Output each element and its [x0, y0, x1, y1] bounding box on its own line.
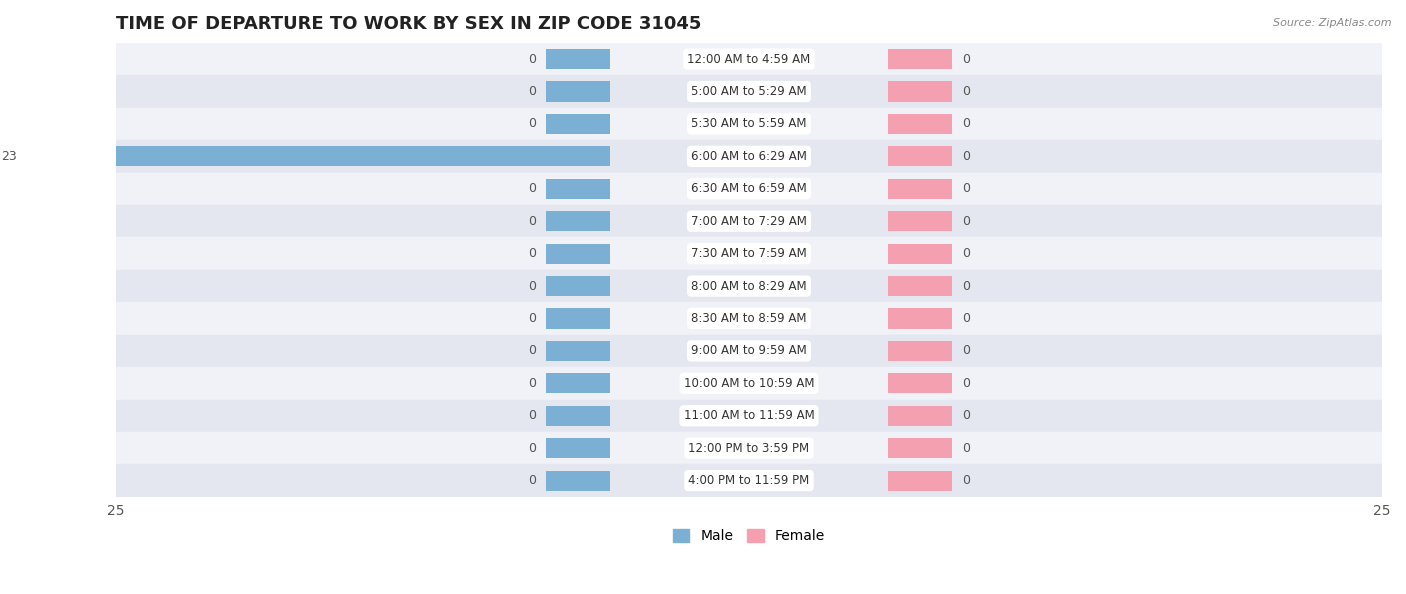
Bar	[547, 244, 610, 264]
Bar	[115, 140, 1382, 173]
Text: 5:00 AM to 5:29 AM: 5:00 AM to 5:29 AM	[692, 85, 807, 98]
Legend: Male, Female: Male, Female	[666, 524, 831, 549]
Text: 7:30 AM to 7:59 AM: 7:30 AM to 7:59 AM	[692, 247, 807, 260]
Text: 0: 0	[962, 312, 970, 325]
Text: 7:00 AM to 7:29 AM: 7:00 AM to 7:29 AM	[692, 214, 807, 228]
Text: 8:30 AM to 8:59 AM: 8:30 AM to 8:59 AM	[692, 312, 807, 325]
Bar	[547, 276, 610, 296]
Text: 10:00 AM to 10:59 AM: 10:00 AM to 10:59 AM	[683, 377, 814, 390]
Bar	[547, 373, 610, 393]
Text: 0: 0	[962, 377, 970, 390]
Text: 0: 0	[529, 377, 536, 390]
Bar	[547, 308, 610, 328]
Bar	[547, 406, 610, 426]
Bar	[547, 341, 610, 361]
Text: 9:00 AM to 9:59 AM: 9:00 AM to 9:59 AM	[692, 345, 807, 358]
Bar	[889, 81, 952, 102]
Text: 0: 0	[529, 85, 536, 98]
Text: 0: 0	[529, 442, 536, 454]
Bar	[115, 205, 1382, 238]
Text: 0: 0	[962, 345, 970, 358]
Text: 5:30 AM to 5:59 AM: 5:30 AM to 5:59 AM	[692, 118, 807, 131]
Text: 0: 0	[962, 150, 970, 163]
Bar	[547, 211, 610, 231]
Text: TIME OF DEPARTURE TO WORK BY SEX IN ZIP CODE 31045: TIME OF DEPARTURE TO WORK BY SEX IN ZIP …	[115, 15, 702, 33]
Bar	[115, 108, 1382, 140]
Text: 12:00 AM to 4:59 AM: 12:00 AM to 4:59 AM	[688, 53, 811, 65]
Text: 0: 0	[529, 312, 536, 325]
Text: 0: 0	[962, 280, 970, 293]
Text: 0: 0	[962, 247, 970, 260]
Text: 12:00 PM to 3:59 PM: 12:00 PM to 3:59 PM	[689, 442, 810, 454]
Bar	[889, 276, 952, 296]
Bar	[889, 406, 952, 426]
Text: 6:30 AM to 6:59 AM: 6:30 AM to 6:59 AM	[692, 182, 807, 195]
Text: 0: 0	[962, 182, 970, 195]
Bar	[889, 211, 952, 231]
Bar	[547, 81, 610, 102]
Text: 8:00 AM to 8:29 AM: 8:00 AM to 8:29 AM	[692, 280, 807, 293]
Bar	[547, 49, 610, 69]
Bar	[889, 146, 952, 166]
Text: Source: ZipAtlas.com: Source: ZipAtlas.com	[1274, 18, 1392, 28]
Bar	[889, 308, 952, 328]
Bar	[889, 373, 952, 393]
Bar	[115, 432, 1382, 465]
Bar	[115, 400, 1382, 432]
Text: 0: 0	[529, 53, 536, 65]
Text: 0: 0	[962, 214, 970, 228]
Text: 0: 0	[529, 214, 536, 228]
Text: 0: 0	[962, 118, 970, 131]
Bar	[115, 367, 1382, 400]
Bar	[547, 470, 610, 491]
Bar	[889, 49, 952, 69]
Text: 0: 0	[962, 442, 970, 454]
Bar	[547, 114, 610, 134]
Bar	[547, 438, 610, 458]
Text: 0: 0	[962, 474, 970, 487]
Text: 0: 0	[529, 280, 536, 293]
Text: 0: 0	[529, 474, 536, 487]
Bar	[115, 43, 1382, 75]
Bar	[889, 341, 952, 361]
Bar	[889, 470, 952, 491]
Text: 0: 0	[529, 118, 536, 131]
Text: 0: 0	[962, 53, 970, 65]
Bar	[27, 146, 610, 166]
Text: 0: 0	[529, 409, 536, 422]
Bar	[547, 179, 610, 199]
Bar	[115, 75, 1382, 108]
Text: 0: 0	[962, 85, 970, 98]
Text: 0: 0	[529, 182, 536, 195]
Bar	[889, 179, 952, 199]
Bar	[115, 238, 1382, 270]
Bar	[115, 270, 1382, 302]
Bar	[115, 302, 1382, 334]
Text: 0: 0	[529, 247, 536, 260]
Text: 11:00 AM to 11:59 AM: 11:00 AM to 11:59 AM	[683, 409, 814, 422]
Bar	[115, 334, 1382, 367]
Bar	[115, 465, 1382, 497]
Bar	[889, 438, 952, 458]
Text: 0: 0	[962, 409, 970, 422]
Bar	[889, 114, 952, 134]
Text: 23: 23	[1, 150, 17, 163]
Bar	[115, 173, 1382, 205]
Bar	[889, 244, 952, 264]
Text: 0: 0	[529, 345, 536, 358]
Text: 4:00 PM to 11:59 PM: 4:00 PM to 11:59 PM	[689, 474, 810, 487]
Text: 6:00 AM to 6:29 AM: 6:00 AM to 6:29 AM	[692, 150, 807, 163]
